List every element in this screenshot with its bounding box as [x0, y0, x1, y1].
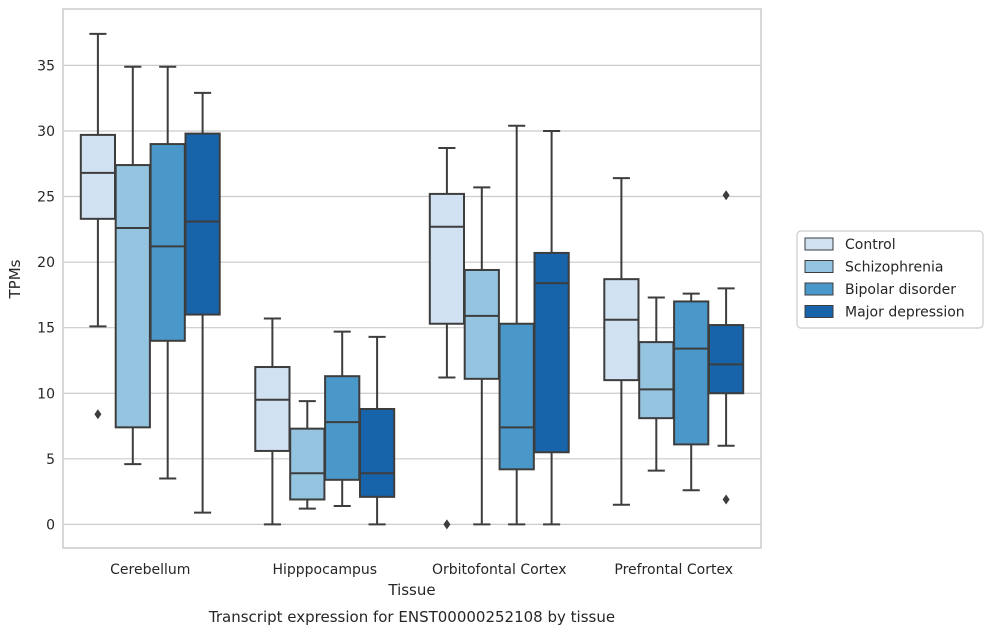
legend-label: Control — [845, 237, 896, 253]
legend-item: Control — [804, 237, 896, 253]
box-major-depression-1 — [358, 335, 396, 526]
x-axis-label: Tissue — [387, 581, 435, 599]
box-schizophrenia-2 — [463, 186, 500, 526]
legend-swatch — [804, 282, 834, 296]
iqr-box — [79, 133, 117, 220]
y-tick-label: 10 — [37, 386, 55, 402]
x-tick-label: Cerebellum — [110, 562, 190, 578]
y-tick-label: 25 — [37, 190, 55, 206]
y-tick-label: 30 — [37, 124, 55, 140]
iqr-box — [428, 192, 466, 325]
iqr-box — [324, 375, 361, 481]
y-tick-label: 35 — [37, 58, 55, 74]
box-control-1 — [254, 317, 291, 526]
legend-label: Major depression — [845, 305, 965, 321]
y-tick-label: 5 — [46, 452, 55, 468]
x-tick-labels: Cerebellum Hipppocampus Orbitofontal Corte… — [110, 562, 733, 578]
box-bipolar-disorder-3 — [673, 292, 710, 492]
iqr-box — [463, 268, 500, 380]
y-tick-label: 15 — [37, 321, 55, 337]
outlier-point — [722, 494, 730, 505]
box-control-2 — [428, 147, 466, 530]
iqr-box — [498, 322, 535, 471]
box-schizophrenia-1 — [289, 400, 326, 510]
box-major-depression-2 — [533, 129, 570, 526]
plot-border — [62, 8, 762, 549]
legend-item: Schizophrenia — [804, 260, 943, 276]
legend-item: Bipolar disorder — [804, 282, 956, 298]
legend-item: Major depression — [804, 305, 965, 321]
box-bipolar-disorder-2 — [498, 124, 535, 526]
x-tick-label: Hipppocampus — [272, 562, 377, 578]
legend-frame — [796, 230, 984, 329]
legend-label: Bipolar disorder — [845, 282, 956, 298]
iqr-box — [533, 251, 570, 454]
y-axis-label: TPMs — [6, 259, 24, 299]
outlier-point — [722, 190, 730, 201]
box-bipolar-disorder-0 — [149, 65, 186, 480]
outlier-point — [94, 409, 102, 420]
x-tick-label: Orbitofontal Cortex — [432, 562, 567, 578]
iqr-box — [358, 407, 396, 498]
iqr-box — [603, 278, 640, 382]
y-tick-labels: 0 5 10 15 20 25 30 35 — [37, 58, 55, 533]
iqr-box — [149, 143, 186, 342]
iqr-box — [673, 300, 710, 446]
iqr-box — [289, 427, 326, 501]
legend-label: Schizophrenia — [845, 260, 943, 276]
iqr-box — [707, 324, 745, 395]
iqr-box — [254, 366, 291, 452]
boxes-layer — [79, 32, 745, 530]
chart-caption: Transcript expression for ENST0000025210… — [208, 608, 615, 626]
box-schizophrenia-0 — [114, 65, 151, 466]
box-bipolar-disorder-1 — [324, 330, 361, 508]
y-tick-label: 0 — [46, 517, 55, 533]
y-tick-label: 20 — [37, 255, 55, 271]
plot-frame — [62, 8, 762, 549]
iqr-box — [638, 341, 675, 420]
iqr-box — [184, 132, 221, 316]
x-tick-label: Prefrontal Cortex — [614, 562, 733, 578]
box-control-3 — [603, 177, 640, 506]
iqr-box — [114, 164, 151, 429]
legend-swatch — [804, 237, 834, 251]
legend-swatch — [804, 305, 834, 318]
box-control-0 — [79, 32, 117, 420]
outlier-point — [443, 519, 451, 530]
box-schizophrenia-3 — [638, 296, 675, 472]
box-major-depression-3 — [707, 190, 745, 505]
box-major-depression-0 — [184, 91, 221, 514]
legend: Control Schizophrenia Bipolar disorder Majo… — [796, 230, 984, 329]
legend-swatch — [804, 260, 834, 273]
